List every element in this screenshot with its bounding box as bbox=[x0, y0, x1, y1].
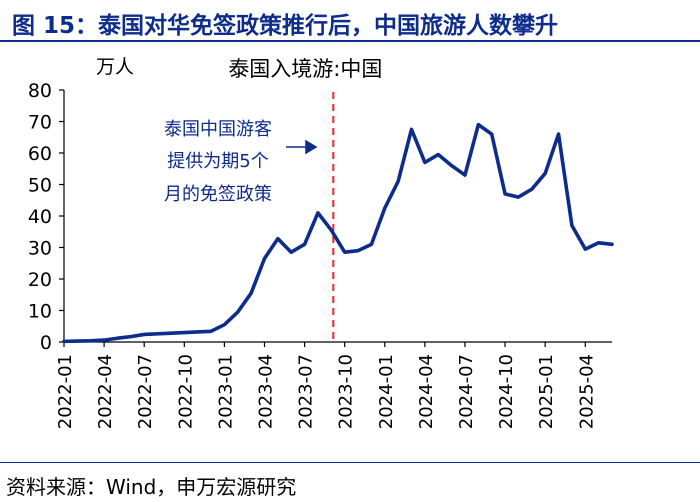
y-tick-label: 10 bbox=[28, 301, 52, 323]
annotation-arrow-icon bbox=[286, 139, 318, 155]
chart-title: 泰国入境游:中国 bbox=[228, 57, 382, 81]
x-tick-label: 2024-01 bbox=[376, 354, 397, 429]
figure-title: 图 15：泰国对华免签政策推行后，中国旅游人数攀升 bbox=[12, 13, 559, 39]
y-tick-label: 20 bbox=[28, 269, 52, 291]
x-tick-label: 2024-07 bbox=[456, 354, 477, 429]
source-note: 资料来源：Wind，申万宏源研究 bbox=[6, 475, 297, 499]
x-tick-label: 2022-07 bbox=[135, 354, 156, 429]
x-tick-label: 2024-10 bbox=[496, 354, 517, 429]
y-axis: 0 10 20 30 40 50 60 70 80 bbox=[28, 80, 65, 354]
x-tick-label: 2023-04 bbox=[255, 354, 276, 429]
footer-bar: 资料来源：Wind，申万宏源研究 bbox=[0, 462, 700, 502]
y-tick-label: 70 bbox=[28, 112, 52, 134]
header-bar: 图 15：泰国对华免签政策推行后，中国旅游人数攀升 bbox=[0, 0, 700, 42]
annotation-line: 月的免签政策 bbox=[164, 184, 272, 205]
annotation-line: 泰国中国游客 bbox=[164, 119, 272, 140]
x-tick-label: 2025-01 bbox=[536, 354, 557, 429]
x-tick-label: 2022-04 bbox=[95, 354, 116, 429]
annotation-line: 提供为期5个 bbox=[167, 151, 268, 172]
y-tick-label: 60 bbox=[28, 143, 52, 165]
y-tick-label: 40 bbox=[28, 206, 52, 228]
policy-annotation: 泰国中国游客 提供为期5个 月的免签政策 bbox=[164, 119, 318, 205]
x-tick-label: 2023-01 bbox=[215, 354, 236, 429]
x-tick-label: 2024-04 bbox=[416, 354, 437, 429]
x-tick-label: 2023-07 bbox=[296, 354, 317, 429]
y-tick-label: 50 bbox=[28, 175, 52, 197]
y-tick-label: 80 bbox=[28, 80, 52, 102]
x-tick-label: 2022-10 bbox=[175, 354, 196, 429]
y-axis-label: 万人 bbox=[96, 56, 134, 78]
x-tick-label: 2022-01 bbox=[55, 354, 76, 429]
series-line bbox=[62, 122, 614, 344]
x-axis: 2022-01 2022-04 2022-07 2022-10 2023-01 2023-… bbox=[55, 341, 612, 429]
y-tick-label: 0 bbox=[40, 332, 52, 354]
y-tick-label: 30 bbox=[28, 238, 52, 260]
x-tick-label: 2025-04 bbox=[576, 354, 597, 429]
x-tick-label: 2023-10 bbox=[336, 354, 357, 429]
